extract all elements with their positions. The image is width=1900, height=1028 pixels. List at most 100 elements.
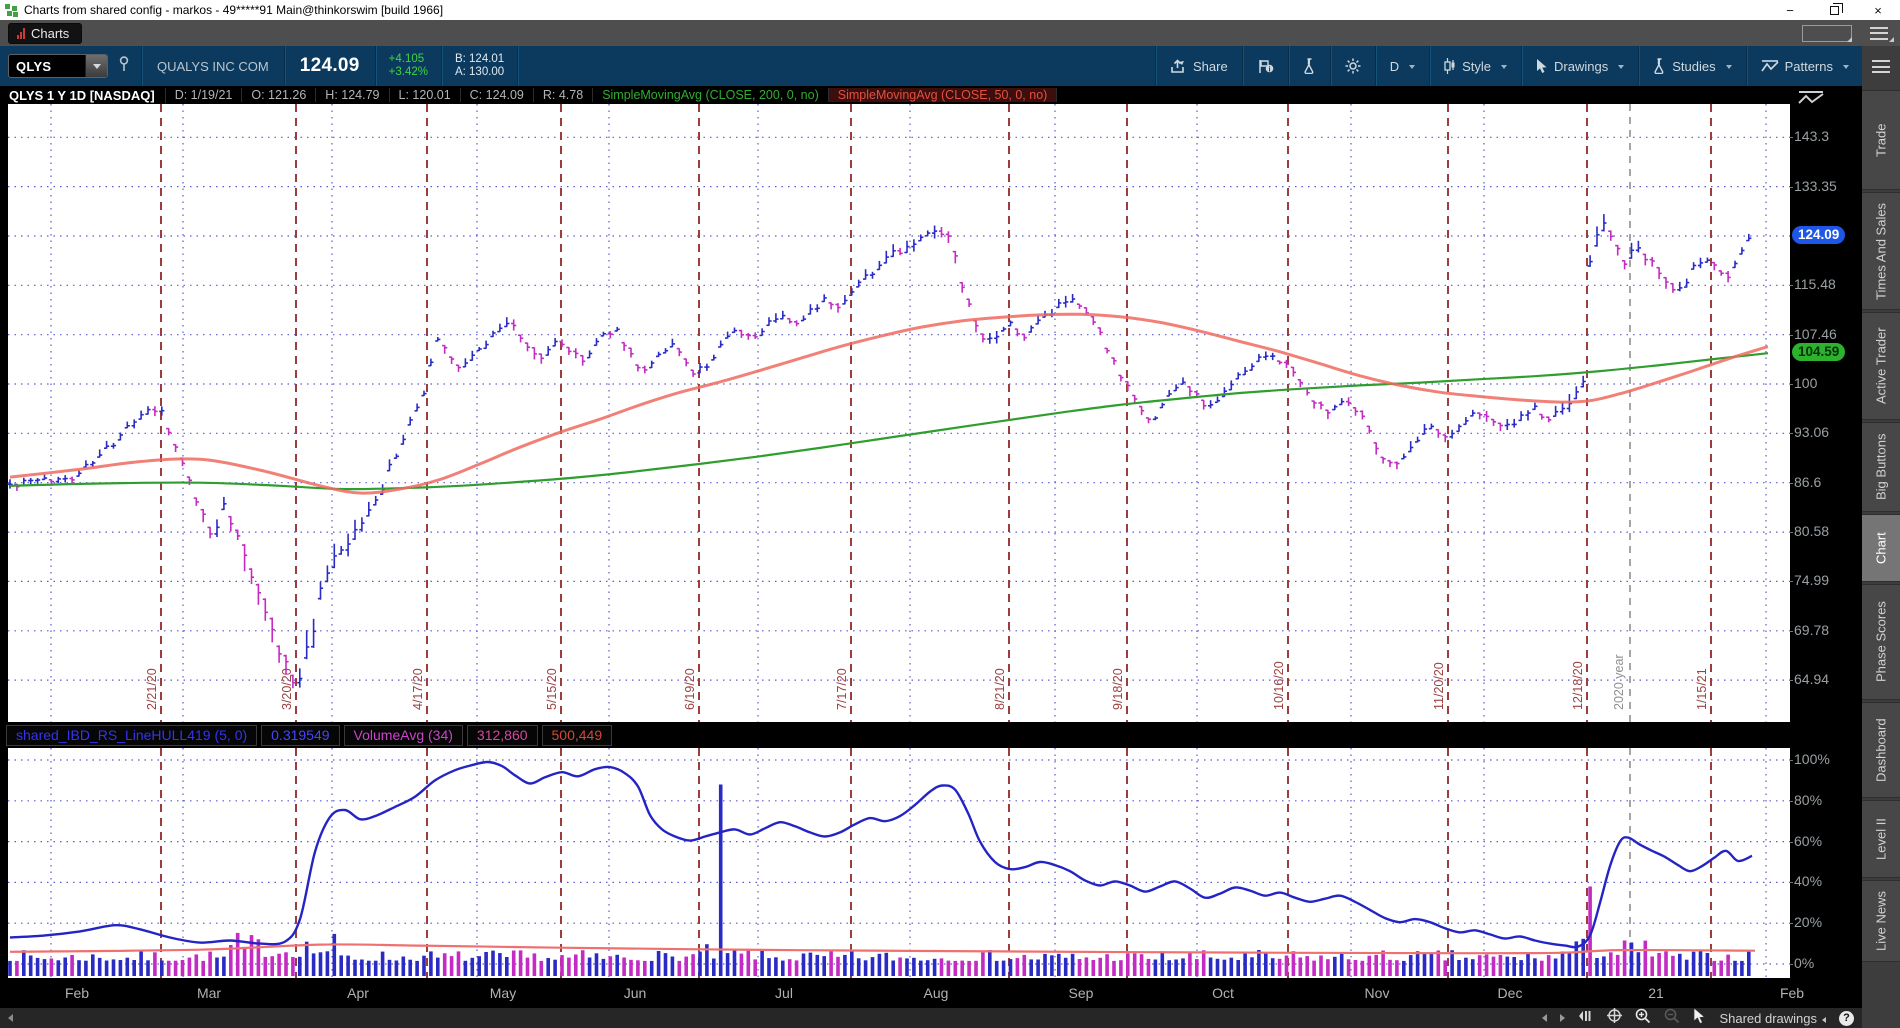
sidebar-tab-phase-scores[interactable]: Phase Scores bbox=[1862, 584, 1900, 700]
sidebar-tab-trade[interactable]: Trade bbox=[1862, 90, 1900, 190]
pan-left-icon[interactable] bbox=[1542, 1014, 1548, 1022]
window-title: Charts from shared config - markos - 49*… bbox=[24, 3, 444, 17]
restore-button[interactable] bbox=[1812, 0, 1856, 20]
pan-right-icon[interactable] bbox=[1560, 1014, 1566, 1022]
month-label-Jul: Jul bbox=[775, 985, 793, 1001]
svg-text:1/15/21: 1/15/21 bbox=[1695, 668, 1709, 710]
pct-tick-60%: 60% bbox=[1789, 832, 1823, 849]
chart-bars-icon bbox=[17, 27, 25, 39]
change-percent: +3.42% bbox=[388, 66, 428, 78]
upper-price-plot[interactable]: 2/21/20 3/20/20 4/17/20 5/15/20 6/19/20 7/17/… bbox=[0, 104, 1790, 722]
month-label-Dec: Dec bbox=[1497, 985, 1523, 1001]
style-button[interactable]: Style bbox=[1431, 46, 1520, 86]
crosshair-icon[interactable] bbox=[1607, 1008, 1623, 1028]
sidebar-menu-icon[interactable] bbox=[1872, 60, 1890, 73]
sidebar-tab-chart[interactable]: Chart bbox=[1862, 514, 1900, 582]
price-tick-74.99: 74.99 bbox=[1789, 572, 1830, 589]
patterns-button[interactable]: Patterns bbox=[1748, 46, 1862, 86]
ohlc-fields: D: 1/19/21 O: 121.26 H: 124.79 L: 120.01 C: … bbox=[166, 88, 594, 102]
svg-text:9/18/20: 9/18/20 bbox=[1111, 668, 1125, 710]
restore-icon bbox=[1829, 2, 1843, 15]
chart-title: QLYS 1 Y 1D [NASDAQ] bbox=[0, 87, 166, 103]
sidebar-tab-dashboard[interactable]: Dashboard bbox=[1862, 702, 1900, 798]
svg-text:11/20/20: 11/20/20 bbox=[1432, 662, 1446, 710]
scroll-left-icon[interactable] bbox=[8, 1014, 13, 1022]
price-tick-93.06: 93.06 bbox=[1789, 424, 1830, 441]
toolbar-separator bbox=[1241, 46, 1243, 86]
month-label-Nov: Nov bbox=[1364, 985, 1390, 1001]
study-header-item-0[interactable]: shared_IBD_RS_LineHULL419 (5, 0) bbox=[6, 724, 258, 746]
close-button[interactable]: × bbox=[1874, 2, 1882, 18]
window-menu-icon[interactable] bbox=[1870, 26, 1894, 42]
ohlc-field-1: O: 121.26 bbox=[242, 88, 317, 102]
month-label-Sep: Sep bbox=[1068, 985, 1094, 1001]
time-axis[interactable]: Feb Mar Apr May Jun Jul Aug Sep Oct Nov Dec 21 Feb bbox=[0, 978, 1862, 1008]
minimize-button[interactable]: − bbox=[1786, 2, 1794, 18]
pattern-toggle-icon[interactable] bbox=[1798, 90, 1824, 111]
toolbar-separator bbox=[1329, 46, 1331, 86]
pct-tick-100%: 100% bbox=[1790, 751, 1830, 767]
month-label-Mar: Mar bbox=[196, 985, 222, 1001]
price-tick-86.6: 86.6 bbox=[1789, 473, 1822, 490]
last-price: 124.09 bbox=[299, 55, 360, 76]
lower-study-plot[interactable] bbox=[0, 748, 1790, 978]
chevron-down-icon bbox=[1409, 65, 1416, 69]
study-header-item-4[interactable]: 500,449 bbox=[541, 724, 613, 746]
caret-icon bbox=[1822, 1017, 1826, 1023]
toolbar-separator bbox=[1638, 46, 1640, 86]
symbol-input[interactable]: QLYS bbox=[8, 54, 108, 78]
symbol-value: QLYS bbox=[16, 58, 52, 74]
pct-tick-40%: 40% bbox=[1789, 873, 1823, 890]
layout-grid-button[interactable] bbox=[1802, 24, 1852, 42]
toolbar-separator bbox=[1287, 46, 1289, 86]
price-tick-115.48: 115.48 bbox=[1790, 276, 1836, 293]
toolbar-separator bbox=[1521, 46, 1523, 86]
studies-button[interactable]: Studies bbox=[1640, 46, 1744, 86]
study-header-item-2[interactable]: VolumeAvg (34) bbox=[343, 724, 463, 746]
sidebar-tab-big-buttons[interactable]: Big Buttons bbox=[1862, 422, 1900, 512]
toolbar-separator bbox=[440, 46, 442, 86]
symbol-dropdown-button[interactable] bbox=[85, 55, 107, 77]
tab-charts[interactable]: Charts bbox=[8, 22, 83, 44]
study-header-item-1[interactable]: 0.319549 bbox=[261, 724, 340, 746]
sidebar-tab-live-news[interactable]: Live News bbox=[1862, 880, 1900, 962]
cursor-icon bbox=[1536, 58, 1548, 74]
toolbar-separator bbox=[1374, 46, 1376, 86]
drawings-button[interactable]: Drawings bbox=[1523, 46, 1637, 86]
zoom-out-icon[interactable] bbox=[1664, 1008, 1680, 1028]
tab-charts-label: Charts bbox=[31, 25, 70, 41]
window-titlebar: Charts from shared config - markos - 49*… bbox=[0, 0, 1900, 20]
settings-button[interactable] bbox=[1332, 46, 1374, 86]
studies-label: Studies bbox=[1672, 58, 1716, 74]
month-label-May: May bbox=[489, 985, 517, 1001]
price-tick-80.58: 80.58 bbox=[1789, 523, 1830, 540]
flag-info-icon: i bbox=[1257, 59, 1274, 74]
chevron-down-icon bbox=[1501, 65, 1508, 69]
svg-text:3/20/20: 3/20/20 bbox=[280, 668, 294, 710]
timeframe-button[interactable]: D bbox=[1377, 46, 1428, 86]
cursor-arrow-icon[interactable] bbox=[1693, 1006, 1706, 1028]
flag-notes-button[interactable]: i bbox=[1244, 46, 1287, 86]
pin-icon[interactable] bbox=[118, 55, 130, 77]
sidebar-tab-active-trader[interactable]: Active Trader bbox=[1862, 312, 1900, 420]
study-header-item-3[interactable]: 312,860 bbox=[466, 724, 538, 746]
help-icon[interactable]: ? bbox=[1839, 1010, 1854, 1026]
auto-scroll-icon[interactable] bbox=[1578, 1009, 1594, 1028]
quick-study-button[interactable] bbox=[1290, 46, 1329, 86]
sma50-label[interactable]: SimpleMovingAvg (CLOSE, 50, 0, no) bbox=[828, 88, 1058, 102]
zoom-in-icon[interactable] bbox=[1635, 1008, 1651, 1028]
gadget-sidebar: Trade Times And Sales Active Trader Big But… bbox=[1862, 46, 1900, 1028]
sidebar-tab-level-ii[interactable]: Level II bbox=[1862, 800, 1900, 878]
company-name: QUALYS INC COM bbox=[157, 58, 269, 74]
svg-text:7/17/20: 7/17/20 bbox=[835, 668, 849, 710]
svg-text:6/19/20: 6/19/20 bbox=[683, 668, 697, 710]
sma200-label[interactable]: SimpleMovingAvg (CLOSE, 200, 0, no) bbox=[593, 88, 829, 102]
pct-tick-0%: 0% bbox=[1789, 955, 1815, 971]
shared-drawings-menu[interactable]: Shared drawings bbox=[1719, 1011, 1826, 1026]
sidebar-tab-times-and-sales[interactable]: Times And Sales bbox=[1862, 192, 1900, 310]
share-button[interactable]: Share bbox=[1157, 46, 1241, 86]
price-axis[interactable]: 143.3 133.35 115.48 107.46 100 93.06 86.6 80.58… bbox=[1789, 86, 1862, 978]
svg-text:2020 year: 2020 year bbox=[1612, 654, 1626, 710]
resize-corner-icon bbox=[1847, 36, 1852, 42]
price-tick-69.78: 69.78 bbox=[1789, 621, 1830, 638]
